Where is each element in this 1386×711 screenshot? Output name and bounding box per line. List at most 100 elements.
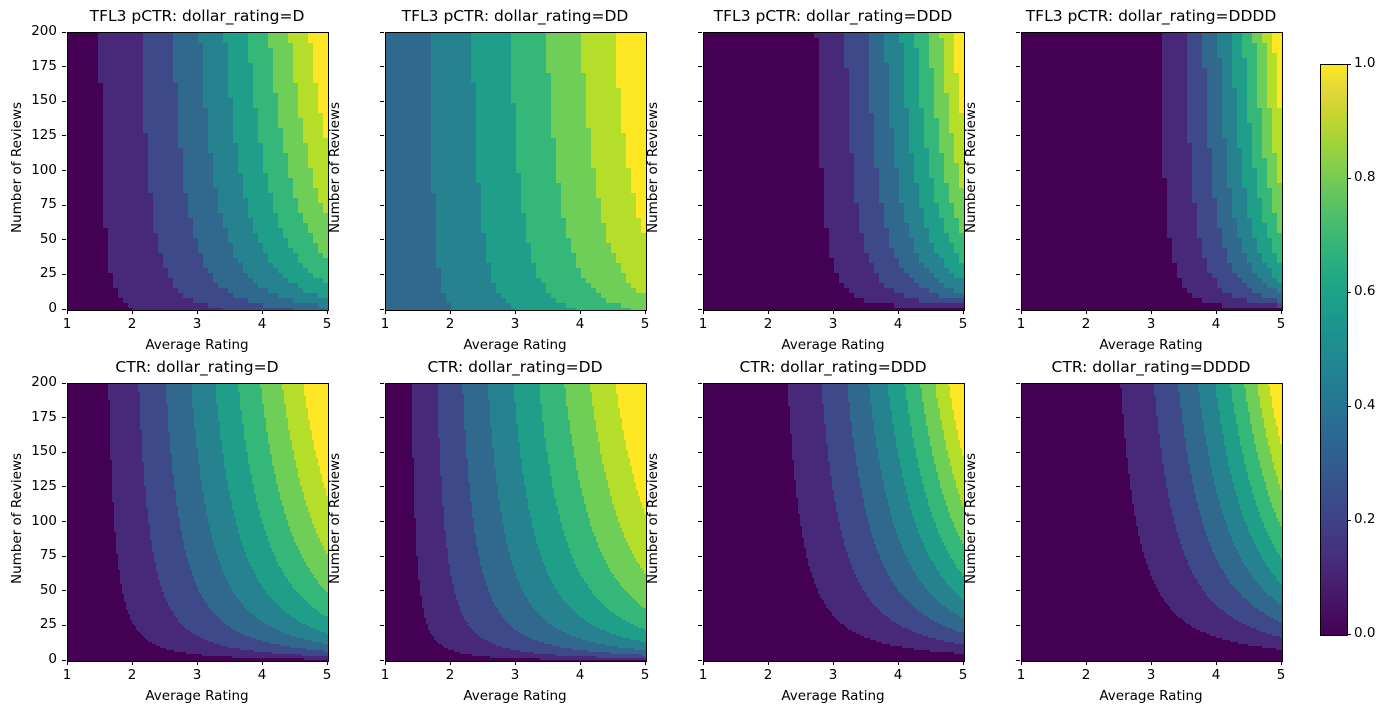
y-tick-label: 125 bbox=[31, 477, 57, 494]
x-tick-mark bbox=[66, 310, 68, 314]
x-tick-label: 2 bbox=[445, 667, 455, 683]
x-tick-label: 4 bbox=[575, 667, 585, 683]
x-tick-mark bbox=[1020, 661, 1022, 665]
y-tick-label: 25 bbox=[39, 265, 57, 282]
y-tick-mark bbox=[380, 451, 384, 453]
y-tick-mark bbox=[380, 590, 384, 592]
x-tick-mark bbox=[326, 661, 328, 665]
y-tick-mark bbox=[62, 417, 66, 419]
y-tick-mark bbox=[62, 659, 66, 661]
y-tick-mark bbox=[380, 624, 384, 626]
x-axis-label: Average Rating bbox=[463, 688, 567, 704]
x-tick-mark bbox=[1215, 661, 1217, 665]
colorbar-tick-mark bbox=[1347, 405, 1351, 407]
x-tick-mark bbox=[702, 310, 704, 314]
colorbar-tick-mark bbox=[1347, 63, 1351, 65]
y-tick-mark bbox=[1016, 308, 1020, 310]
plot-area-ctr-d[interactable] bbox=[67, 383, 329, 662]
y-tick-mark bbox=[380, 135, 384, 137]
x-tick-label: 2 bbox=[1081, 316, 1091, 332]
x-tick-label: 4 bbox=[257, 667, 267, 683]
y-tick-mark bbox=[1016, 204, 1020, 206]
y-tick-mark bbox=[380, 204, 384, 206]
x-tick-mark bbox=[384, 661, 386, 665]
x-tick-label: 1 bbox=[62, 667, 72, 683]
y-tick-mark bbox=[380, 170, 384, 172]
y-tick-mark bbox=[698, 486, 702, 488]
y-tick-mark bbox=[698, 100, 702, 102]
y-tick-mark bbox=[1016, 555, 1020, 557]
x-axis-label: Average Rating bbox=[145, 688, 249, 704]
panel-title-ctr-d: CTR: dollar_rating=D bbox=[115, 358, 279, 376]
x-tick-label: 4 bbox=[257, 316, 267, 332]
x-axis-label: Average Rating bbox=[781, 337, 885, 353]
y-tick-mark bbox=[1016, 659, 1020, 661]
y-tick-mark bbox=[62, 273, 66, 275]
x-tick-mark bbox=[1020, 310, 1022, 314]
y-tick-mark bbox=[380, 521, 384, 523]
plot-area-tfl3-pctr-dddd[interactable] bbox=[1021, 32, 1283, 311]
x-tick-label: 1 bbox=[698, 316, 708, 332]
x-tick-mark bbox=[962, 310, 964, 314]
y-tick-label: 50 bbox=[39, 581, 57, 598]
y-tick-mark bbox=[62, 100, 66, 102]
x-tick-mark bbox=[1280, 310, 1282, 314]
x-tick-label: 1 bbox=[1016, 316, 1026, 332]
y-tick-mark bbox=[1016, 170, 1020, 172]
x-tick-label: 3 bbox=[828, 316, 838, 332]
x-tick-label: 2 bbox=[1081, 667, 1091, 683]
y-tick-mark bbox=[380, 308, 384, 310]
x-tick-mark bbox=[832, 661, 834, 665]
y-tick-mark bbox=[62, 135, 66, 137]
x-tick-label: 4 bbox=[1211, 316, 1221, 332]
y-tick-mark bbox=[1016, 66, 1020, 68]
x-tick-label: 3 bbox=[1146, 667, 1156, 683]
x-tick-label: 4 bbox=[575, 316, 585, 332]
x-tick-mark bbox=[767, 310, 769, 314]
panel-title-ctr-ddd: CTR: dollar_rating=DDD bbox=[739, 358, 927, 376]
x-tick-mark bbox=[1215, 310, 1217, 314]
x-tick-mark bbox=[962, 661, 964, 665]
x-tick-label: 2 bbox=[127, 316, 137, 332]
y-tick-mark bbox=[1016, 239, 1020, 241]
y-tick-mark bbox=[1016, 135, 1020, 137]
y-axis-label: Number of Reviews bbox=[645, 101, 661, 233]
y-tick-mark bbox=[698, 555, 702, 557]
plot-area-ctr-ddd[interactable] bbox=[703, 383, 965, 662]
y-tick-mark bbox=[62, 486, 66, 488]
x-tick-label: 3 bbox=[192, 316, 202, 332]
y-tick-label: 25 bbox=[39, 616, 57, 633]
colorbar-tick-label: 1.0 bbox=[1354, 55, 1376, 71]
y-tick-mark bbox=[698, 624, 702, 626]
plot-area-tfl3-pctr-dd[interactable] bbox=[385, 32, 647, 311]
y-tick-mark bbox=[380, 555, 384, 557]
y-tick-label: 200 bbox=[31, 374, 57, 390]
colorbar[interactable] bbox=[1320, 64, 1348, 636]
x-tick-mark bbox=[832, 310, 834, 314]
panel-title-tfl3-pctr-ddd: TFL3 pCTR: dollar_rating=DDD bbox=[713, 7, 953, 25]
panel-title-tfl3-pctr-dd: TFL3 pCTR: dollar_rating=DD bbox=[401, 7, 629, 25]
y-tick-mark bbox=[62, 451, 66, 453]
y-axis-label: Number of Reviews bbox=[327, 452, 343, 584]
plot-area-ctr-dddd[interactable] bbox=[1021, 383, 1283, 662]
x-tick-mark bbox=[1280, 661, 1282, 665]
y-tick-label: 0 bbox=[48, 300, 57, 316]
x-tick-label: 5 bbox=[322, 667, 332, 683]
y-tick-label: 75 bbox=[39, 547, 57, 564]
y-tick-label: 200 bbox=[31, 23, 57, 39]
x-tick-mark bbox=[644, 661, 646, 665]
plot-area-tfl3-pctr-ddd[interactable] bbox=[703, 32, 965, 311]
x-tick-mark bbox=[1150, 661, 1152, 665]
y-tick-mark bbox=[698, 308, 702, 310]
x-tick-label: 5 bbox=[640, 316, 650, 332]
y-tick-mark bbox=[1016, 590, 1020, 592]
x-tick-label: 5 bbox=[958, 667, 968, 683]
x-tick-label: 1 bbox=[380, 316, 390, 332]
plot-area-tfl3-pctr-d[interactable] bbox=[67, 32, 329, 311]
y-tick-mark bbox=[380, 66, 384, 68]
x-tick-label: 4 bbox=[893, 667, 903, 683]
plot-area-ctr-dd[interactable] bbox=[385, 383, 647, 662]
y-tick-label: 125 bbox=[31, 126, 57, 143]
colorbar-tick-mark bbox=[1347, 633, 1351, 635]
